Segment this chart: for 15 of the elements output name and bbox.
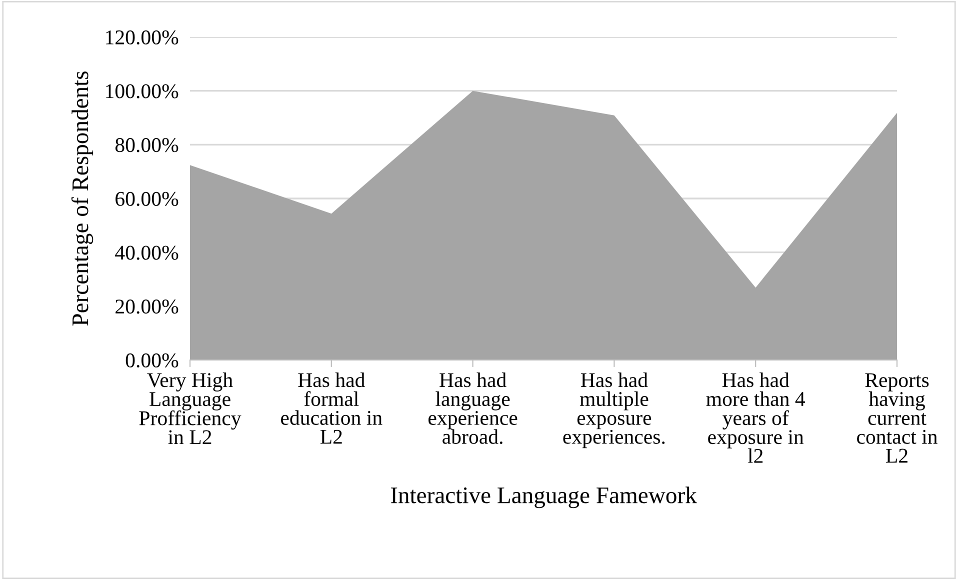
y-tick-label: 0.00% [126, 353, 178, 368]
x-tick-label: Has had formal education in L2 [281, 372, 382, 444]
y-tick-label: 60.00% [116, 192, 178, 206]
y-tick-label: 120.00% [106, 30, 178, 45]
y-axis-title: Percentage of Respondents [71, 72, 94, 326]
x-tick-label: Very High Language Profficiency in L2 [139, 372, 242, 444]
x-tick-label: Reports having current contact in L2 [857, 373, 938, 463]
x-tick-label: Has had multiple exposure experiences. [563, 372, 665, 448]
x-tick-label: Has had language experience abroad. [428, 372, 518, 444]
y-tick-label: 20.00% [116, 300, 178, 314]
x-axis-title: Interactive Language Famework [390, 486, 697, 508]
y-tick-label: 40.00% [115, 246, 178, 260]
y-tick-label: 100.00% [106, 84, 178, 98]
y-tick-label: 80.00% [115, 138, 178, 152]
x-tick-label: Has had more than 4 years of exposure in l2 [706, 372, 806, 463]
